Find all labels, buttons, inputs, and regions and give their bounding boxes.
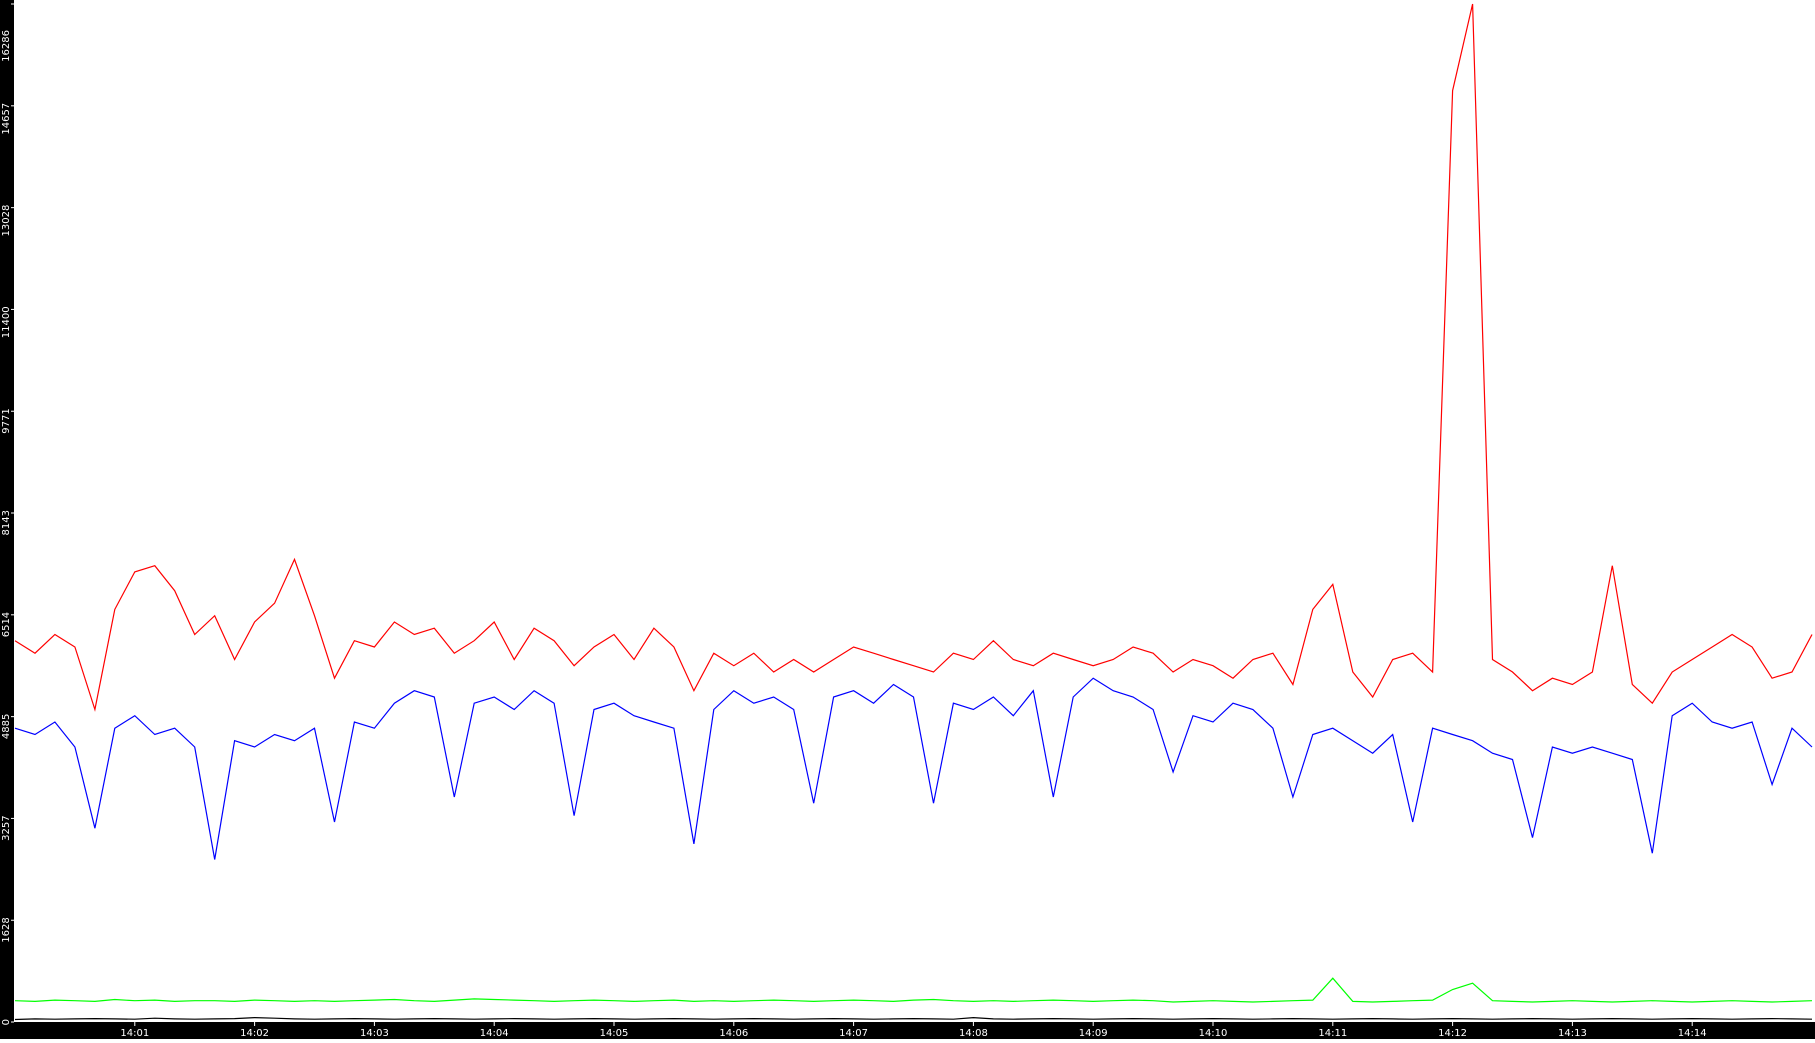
y-tick-label: 0 <box>1 1019 12 1025</box>
y-axis-strip <box>0 0 14 1039</box>
y-tick-label: 4885 <box>1 714 12 739</box>
y-tick-label: 11400 <box>1 306 12 338</box>
x-tick-label: 14:02 <box>240 1028 269 1039</box>
y-tick-label: 1628 <box>1 917 12 942</box>
y-tick-label: 16286 <box>1 30 12 62</box>
x-tick-label: 14:12 <box>1438 1028 1467 1039</box>
series-line <box>14 3 1813 712</box>
x-tick-label: 14:13 <box>1558 1028 1587 1039</box>
x-tick-label: 14:03 <box>360 1028 389 1039</box>
y-tick-label: 9771 <box>1 408 12 433</box>
y-tick-label: 3257 <box>1 815 12 840</box>
y-tick-label: 13028 <box>1 205 12 237</box>
x-tick-label: 14:10 <box>1199 1028 1228 1039</box>
x-tick-label: 14:09 <box>1079 1028 1108 1039</box>
series-line <box>14 1016 1813 1021</box>
x-tick-label: 14:08 <box>959 1028 988 1039</box>
series-line <box>14 677 1813 860</box>
x-tick-label: 14:04 <box>480 1028 509 1039</box>
y-tick-label: 8143 <box>1 510 12 535</box>
y-tick-label: 6514 <box>1 612 12 637</box>
x-tick-label: 14:07 <box>839 1028 868 1039</box>
series-line <box>14 977 1813 1003</box>
x-tick-label: 14:06 <box>719 1028 748 1039</box>
y-tick-label: 14657 <box>1 103 12 135</box>
x-tick-label: 14:01 <box>120 1028 149 1039</box>
x-tick-label: 14:14 <box>1678 1028 1707 1039</box>
x-tick-label: 14:11 <box>1318 1028 1347 1039</box>
x-tick-label: 14:05 <box>600 1028 629 1039</box>
x-axis-strip <box>0 1022 1815 1039</box>
